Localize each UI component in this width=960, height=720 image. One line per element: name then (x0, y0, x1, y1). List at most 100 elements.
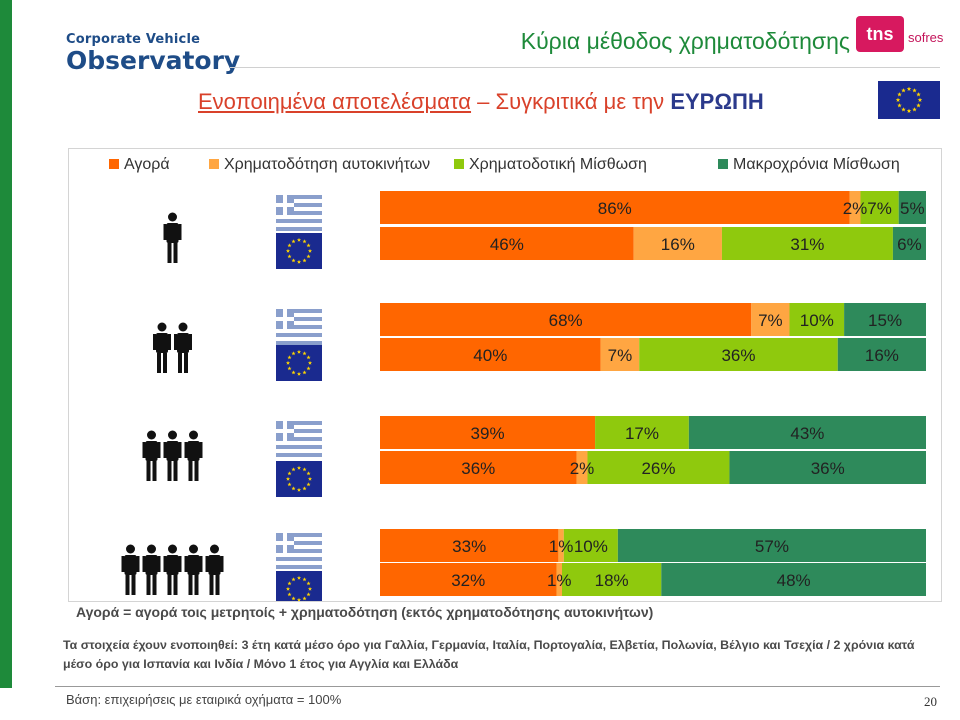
legend-swatch (718, 159, 728, 169)
person-arm (168, 334, 171, 350)
eu-star (306, 592, 311, 597)
greece-flag-icon (276, 421, 322, 457)
person-arm (189, 334, 192, 350)
eu-star (302, 486, 307, 491)
person-arm (178, 224, 182, 240)
bar-row: 68% 7% 10% 15% (380, 303, 926, 336)
person-leg (167, 461, 172, 481)
flag-cross (276, 541, 294, 545)
bar-data-label: 18% (595, 571, 629, 590)
eu-flag-icon (878, 81, 940, 119)
person-leg (209, 575, 214, 595)
eu-star (285, 360, 291, 365)
bar-segment (898, 191, 926, 224)
bar-segment (563, 529, 618, 562)
bar-data-label: 46% (490, 235, 524, 254)
flag-stripe (276, 533, 322, 537)
flag-cross (276, 317, 294, 321)
bar-segment (380, 416, 596, 449)
person-head (168, 430, 177, 440)
person-arm (184, 556, 188, 572)
eu-star (916, 103, 921, 108)
person-leg (125, 575, 130, 595)
person-icon (163, 212, 182, 263)
eu-star (291, 239, 296, 244)
bar-data-label: 16% (865, 346, 899, 365)
person-arm (157, 442, 161, 458)
flag-stripe (276, 203, 322, 207)
bar-data-label: 1% (549, 537, 574, 556)
eu-star (302, 351, 307, 356)
eu-flag-background (276, 571, 322, 601)
eu-star (287, 581, 292, 586)
eu-star (302, 370, 307, 375)
person-arm (220, 556, 224, 572)
person-arm (142, 442, 146, 458)
person-body (166, 555, 179, 575)
bar-segment (380, 563, 557, 596)
person-arm (199, 556, 203, 572)
eu-flag-icon (276, 571, 322, 601)
flag-stripe (276, 309, 322, 313)
flag-stripe (276, 437, 322, 441)
eu-star (906, 86, 912, 91)
logo-line2: Observatory (66, 46, 241, 75)
person-icon (205, 544, 224, 595)
subtitle: Ενοποιημένα αποτελέσματα – Συγκριτικά με… (198, 89, 764, 115)
greece-flag-icon (276, 309, 322, 345)
bar-segment (892, 227, 926, 260)
bar-segment (587, 451, 730, 484)
person-arm (174, 334, 177, 350)
tns-logo: tns (856, 16, 904, 52)
bar-segment (380, 303, 752, 336)
bar-segment (617, 529, 926, 562)
eu-star (285, 476, 291, 481)
person-leg (194, 461, 199, 481)
eu-star (291, 370, 296, 375)
person-arm (205, 556, 209, 572)
bar-segment (633, 227, 722, 260)
eu-star (906, 108, 912, 113)
person-icon (174, 322, 192, 373)
person-leg (173, 575, 178, 595)
bar-row: 36% 2% 26% 36% (380, 451, 926, 484)
financing-method-chart: Αγορά Χρηματοδότηση αυτοκινήτων Χρηματοδοτ… (109, 156, 926, 601)
person-head (168, 544, 177, 554)
bar-segment (661, 563, 926, 596)
person-arm (199, 442, 203, 458)
bar-row: 40% 7% 36% 16% (380, 338, 926, 371)
eu-star (307, 476, 313, 481)
person-body (145, 441, 158, 461)
legend-swatch (209, 159, 219, 169)
flag-stripe (276, 549, 322, 553)
flag-stripe (276, 211, 322, 215)
bar-data-label: 33% (452, 537, 486, 556)
eu-star (302, 596, 307, 601)
eu-star (302, 467, 307, 472)
eu-star (287, 366, 292, 371)
flag-stripe (276, 227, 322, 231)
person-body (187, 555, 200, 575)
person-arm (163, 556, 167, 572)
bar-segment (837, 338, 926, 371)
person-icon (163, 430, 182, 481)
person-body (145, 555, 158, 575)
bar-segment (721, 227, 893, 260)
flag-stripe (276, 449, 322, 453)
person-body (166, 223, 179, 243)
eu-star (307, 360, 313, 365)
eu-star (302, 258, 307, 263)
flag-stripe (276, 223, 322, 227)
bar-segment (380, 338, 601, 371)
eu-star (296, 465, 302, 470)
person-body (187, 441, 200, 461)
bar-data-label: 6% (897, 235, 922, 254)
person-body (177, 333, 189, 353)
eu-star (306, 482, 311, 487)
flag-stripe (276, 421, 322, 425)
eu-star (912, 88, 917, 93)
person-arm (157, 556, 161, 572)
logo-line1: Corporate Vehicle (66, 32, 201, 47)
person-leg (188, 575, 193, 595)
legend-item: Αγορά (109, 156, 170, 173)
